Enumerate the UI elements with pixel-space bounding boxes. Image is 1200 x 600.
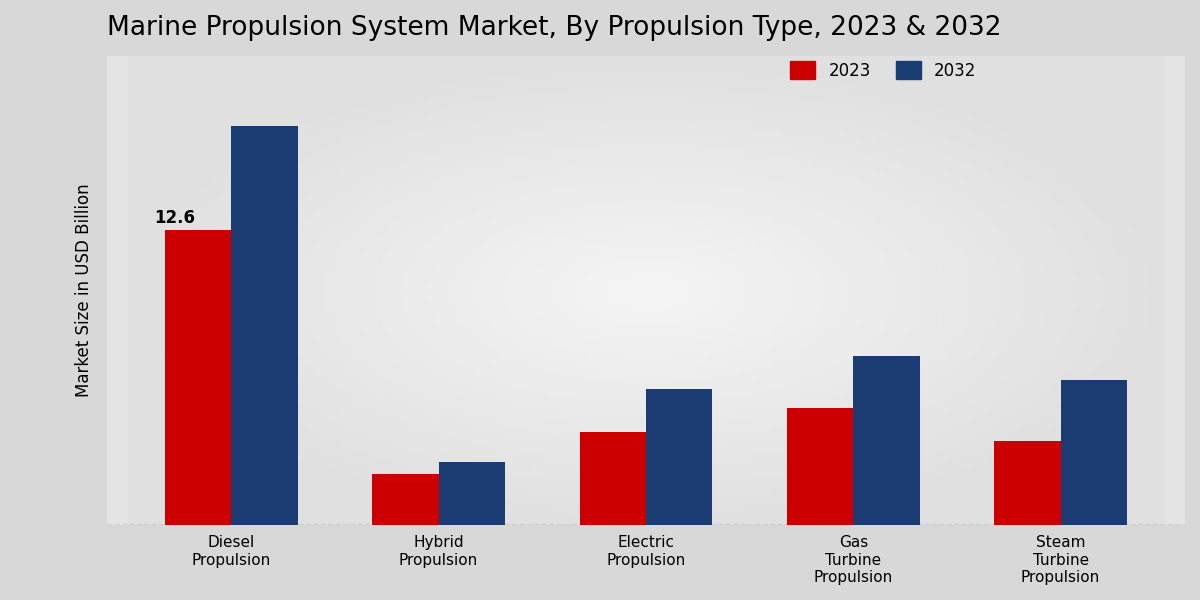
Bar: [646, 389, 713, 526]
Bar: [787, 408, 853, 526]
Bar: [580, 431, 646, 526]
Text: 12.6: 12.6: [155, 209, 196, 227]
Bar: [439, 462, 505, 526]
Bar: [164, 230, 232, 526]
Bar: [853, 356, 919, 526]
Text: Marine Propulsion System Market, By Propulsion Type, 2023 & 2032: Marine Propulsion System Market, By Prop…: [107, 15, 1001, 41]
Bar: [232, 126, 298, 526]
Bar: [1061, 380, 1127, 526]
Y-axis label: Market Size in USD Billion: Market Size in USD Billion: [74, 184, 94, 397]
Bar: [995, 441, 1061, 526]
Bar: [372, 474, 439, 526]
Legend: 2023, 2032: 2023, 2032: [784, 55, 983, 86]
